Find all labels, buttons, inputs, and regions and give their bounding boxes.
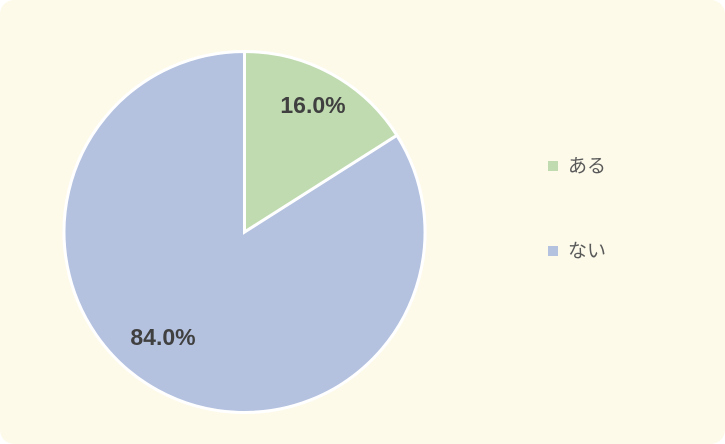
svg-text:84.0%: 84.0% <box>130 324 195 350</box>
svg-text:16.0%: 16.0% <box>280 92 345 118</box>
svg-text:ない: ない <box>568 236 606 263</box>
svg-text:ある: ある <box>568 151 606 178</box>
